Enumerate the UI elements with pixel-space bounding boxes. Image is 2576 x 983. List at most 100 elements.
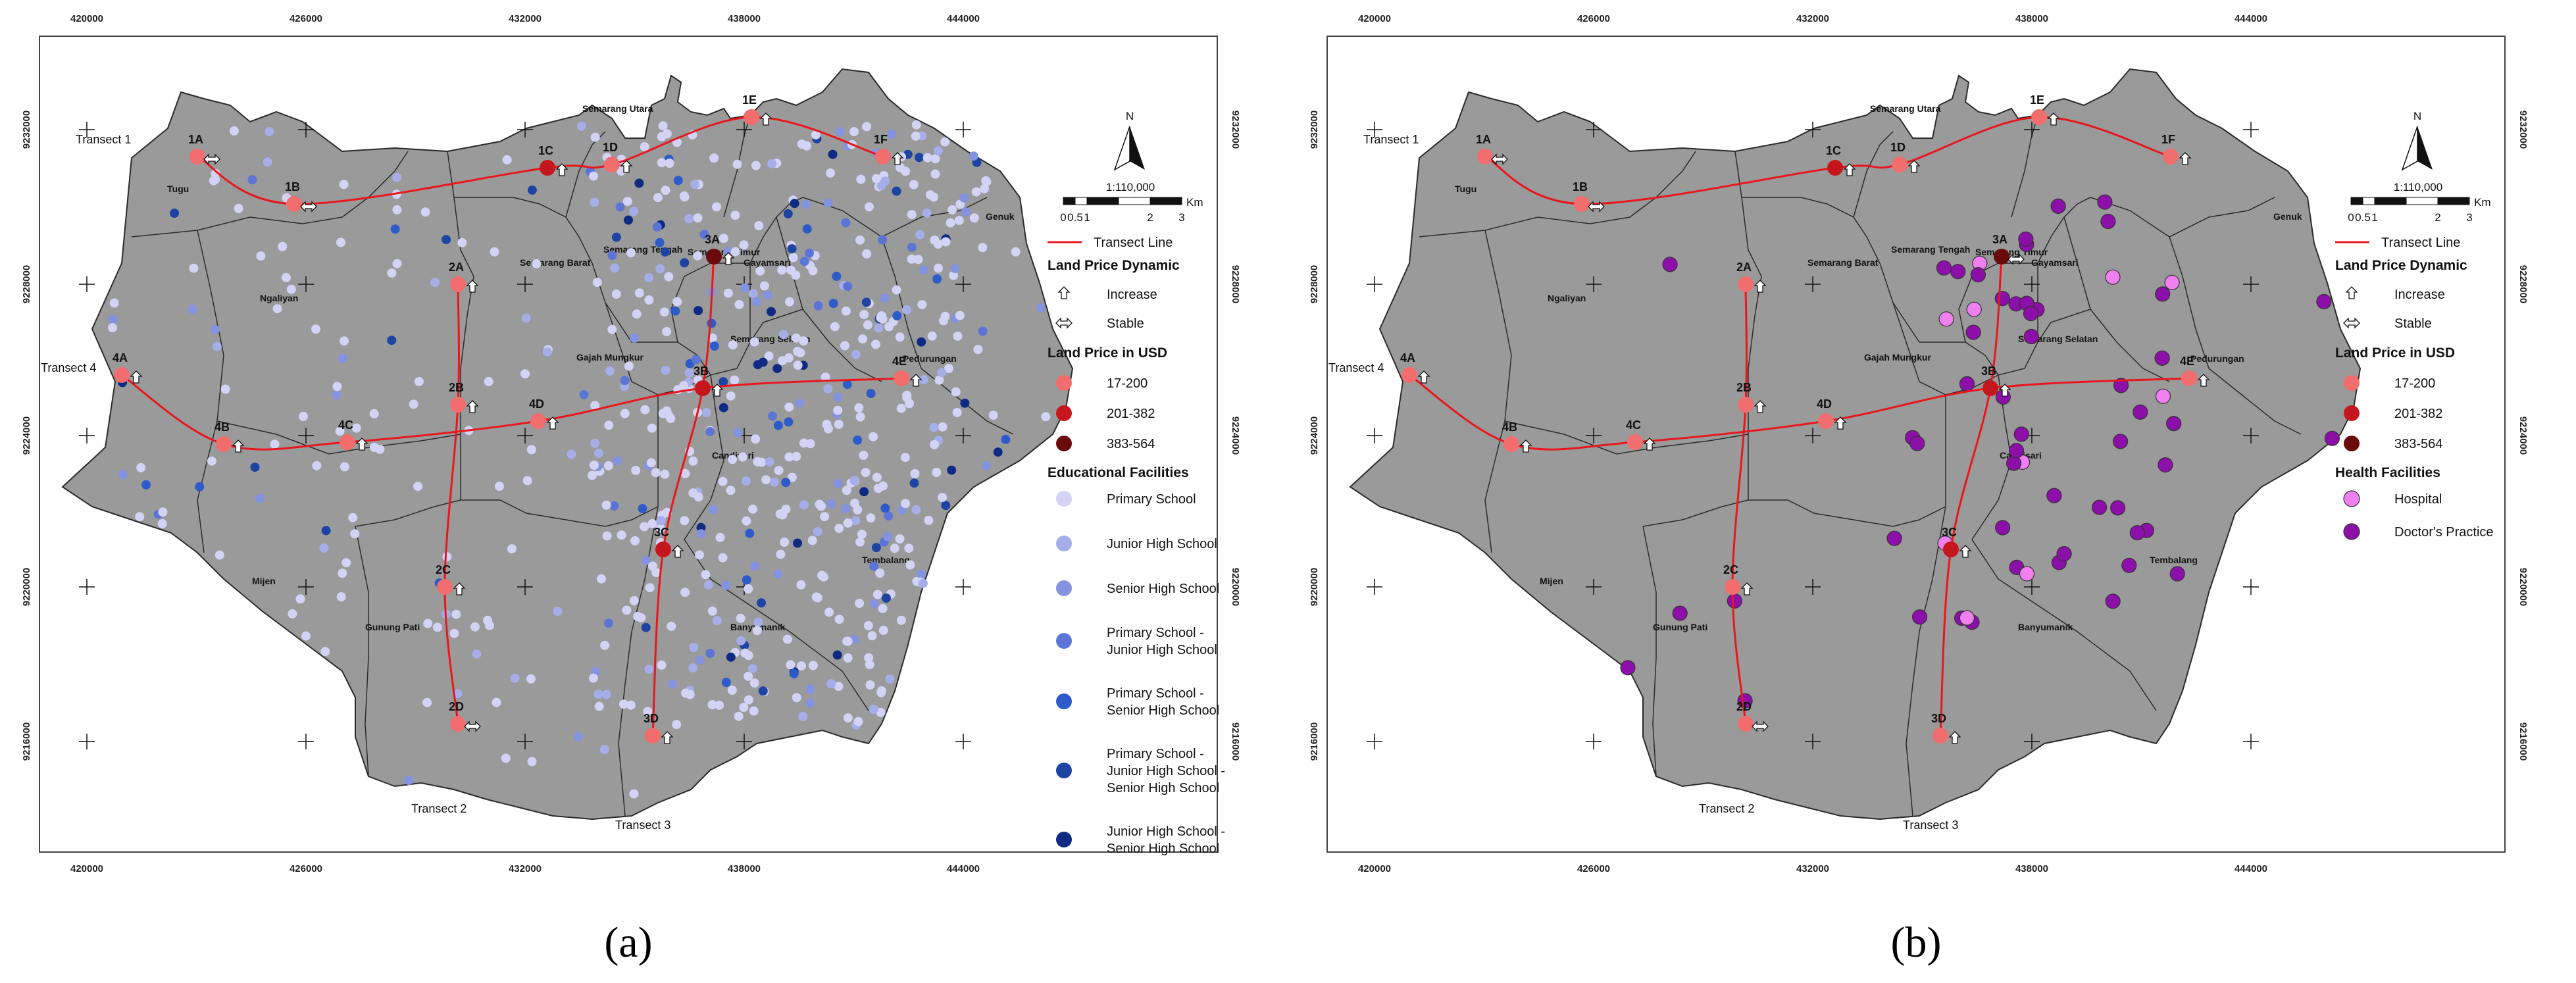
school-marker (909, 478, 919, 488)
school-marker (141, 480, 151, 490)
school-marker (785, 297, 794, 307)
stable-arrow-icon (1491, 153, 1508, 165)
health-facility-marker (2006, 455, 2022, 471)
school-marker (859, 450, 869, 460)
transect-label: Transect 4 (41, 361, 96, 374)
school-marker (670, 306, 680, 316)
health-facility-marker (2158, 457, 2173, 473)
school-marker (404, 776, 414, 786)
panel-caption: (a) (604, 919, 653, 967)
school-marker (728, 455, 738, 465)
school-marker (319, 543, 329, 553)
x-coordinate-label-top: 420000 (70, 13, 103, 24)
district-label: Semarang Utara (582, 103, 653, 114)
school-marker (973, 345, 983, 355)
legend-facility-swatch (1056, 491, 1072, 507)
x-coordinate-label-top: 432000 (509, 13, 542, 24)
school-marker (719, 403, 728, 413)
school-marker (118, 470, 128, 480)
school-marker (603, 461, 613, 470)
school-marker (715, 532, 725, 542)
school-marker (784, 353, 794, 363)
increase-arrow-icon (711, 384, 724, 397)
school-marker (726, 486, 736, 495)
point-label: 4C (1626, 418, 1641, 432)
school-marker (895, 534, 905, 543)
school-marker (484, 376, 493, 386)
school-marker (490, 247, 499, 257)
land-price-point (1932, 728, 1948, 744)
school-marker (789, 668, 799, 678)
increase-arrow-icon (2179, 152, 2192, 165)
school-marker (701, 408, 711, 417)
x-coordinate-label-bottom: 438000 (2015, 863, 2048, 874)
school-marker (915, 230, 925, 239)
increase-arrow-icon (555, 163, 568, 176)
school-marker (656, 516, 666, 526)
school-marker (777, 265, 787, 275)
school-marker (449, 628, 459, 638)
school-marker (843, 653, 853, 663)
land-price-point (744, 109, 759, 125)
health-facility-marker (2105, 269, 2121, 285)
school-marker (742, 516, 751, 526)
school-marker (688, 663, 698, 673)
health-facility-marker (2013, 426, 2029, 442)
scale-tick-label: 1 (2371, 211, 2377, 224)
school-marker (843, 636, 853, 646)
school-marker (256, 251, 266, 261)
health-facility-marker (2316, 293, 2332, 309)
school-marker (808, 661, 818, 670)
health-facility-marker (2056, 545, 2072, 562)
school-marker (644, 273, 654, 283)
x-coordinate-label-bottom: 420000 (1358, 863, 1391, 874)
stable-arrow-icon (300, 201, 317, 213)
school-marker (708, 505, 718, 515)
school-marker (640, 522, 649, 532)
school-marker (941, 501, 951, 511)
school-marker (787, 472, 797, 482)
school-marker (651, 468, 661, 478)
school-marker (749, 706, 759, 716)
point-label: 1B (285, 180, 300, 193)
scale-bar-segment (1074, 197, 1088, 205)
school-marker (752, 297, 762, 307)
school-marker (390, 224, 400, 234)
health-facility-marker (1970, 267, 1986, 283)
school-marker (320, 647, 330, 657)
stable-arrow-icon (1588, 201, 1605, 213)
health-facility-marker (1959, 610, 1975, 626)
health-facility-marker (2324, 430, 2340, 446)
school-marker (709, 341, 719, 351)
point-label: 4E (892, 355, 907, 368)
school-marker (798, 711, 808, 721)
school-marker (659, 307, 669, 317)
school-marker (590, 197, 599, 207)
land-price-point (894, 370, 909, 386)
grid-cross-marker (298, 734, 314, 749)
land-price-point (1738, 276, 1754, 292)
school-marker (712, 202, 721, 212)
health-facility-marker (1672, 605, 1688, 621)
increase-arrow-icon (620, 160, 633, 173)
school-marker (340, 336, 349, 346)
x-coordinate-label-bottom: 438000 (728, 863, 761, 874)
school-marker (862, 249, 872, 259)
school-marker (250, 463, 260, 472)
school-marker (959, 193, 969, 203)
school-marker (781, 478, 791, 488)
transect-label: Transect 1 (1363, 133, 1419, 146)
school-marker (680, 258, 690, 268)
school-marker (950, 264, 960, 274)
health-facility-marker (1911, 609, 1928, 625)
grid-cross-marker (1805, 122, 1821, 138)
legend-price-label: 383-564 (2394, 437, 2442, 451)
x-coordinate-label-top: 438000 (2015, 13, 2048, 24)
school-marker (617, 530, 626, 540)
grid-cross-marker (736, 122, 752, 138)
school-marker (753, 457, 763, 466)
school-marker (210, 325, 220, 334)
school-marker (757, 598, 766, 608)
school-marker (892, 311, 902, 320)
increase-arrow-icon (722, 252, 735, 265)
